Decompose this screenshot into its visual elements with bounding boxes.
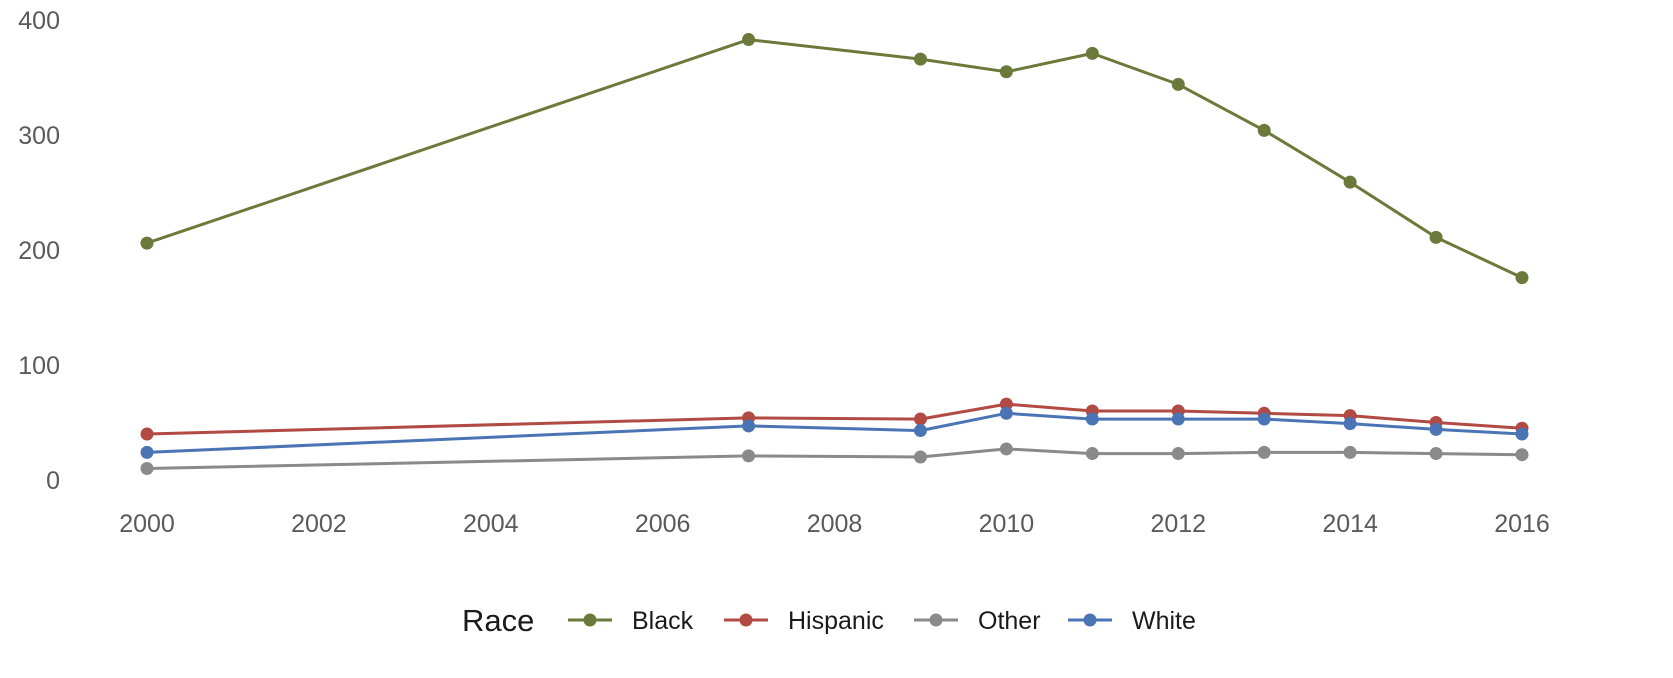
series-line-other [145,447,1524,470]
legend-label: Hispanic [788,607,884,635]
data-point-hispanic [140,427,154,441]
data-point-hispanic [913,412,927,426]
data-point-black [1085,46,1099,60]
data-point-white [1171,412,1185,426]
data-point-other [913,450,927,464]
y-axis-tick-labels: 0 100 200 300 400 [18,7,60,495]
legend-key-point [1083,613,1097,627]
series-layer [140,33,1529,475]
data-point-white [742,419,756,433]
data-point-other [1257,445,1271,459]
data-point-white [999,406,1013,420]
legend-item-white: White [1068,607,1196,635]
x-tick-label: 2004 [463,510,519,538]
data-point-black [1343,175,1357,189]
legend-label: White [1132,607,1196,635]
data-point-black [1171,77,1185,91]
data-point-white [1085,412,1099,426]
data-point-white [1429,422,1443,436]
data-point-other [1085,447,1099,461]
legend-item-black: Black [568,607,694,635]
legend: Race Black Hispanic Other White [462,603,1196,638]
series-line-black [145,38,1524,280]
data-point-hispanic [999,397,1013,411]
data-point-white [1515,427,1529,441]
series-line-hispanic [145,402,1524,436]
x-tick-label: 2008 [807,510,863,538]
legend-label: Other [978,607,1041,635]
data-point-other [1171,447,1185,461]
data-point-other [1429,447,1443,461]
x-tick-label: 2016 [1494,510,1550,538]
legend-label: Black [632,607,694,635]
y-tick-label: 0 [46,467,60,495]
data-point-white [140,445,154,459]
legend-key-point [929,613,943,627]
data-point-black [999,65,1013,79]
legend-item-hispanic: Hispanic [724,607,884,635]
x-tick-label: 2010 [979,510,1035,538]
x-tick-label: 2012 [1150,510,1206,538]
data-point-other [1515,448,1529,462]
series-line-white [145,411,1524,454]
x-tick-label: 2014 [1322,510,1378,538]
x-tick-label: 2000 [119,510,175,538]
y-tick-label: 100 [18,352,60,380]
data-point-other [999,442,1013,456]
series-hispanic [140,397,1529,441]
data-point-white [913,424,927,438]
data-point-black [1515,271,1529,285]
data-point-white [1257,412,1271,426]
data-point-white [1343,417,1357,431]
data-point-black [1429,230,1443,244]
series-other [140,442,1529,475]
y-tick-label: 300 [18,122,60,150]
x-tick-label: 2002 [291,510,347,538]
x-tick-label: 2006 [635,510,691,538]
data-point-black [140,236,154,250]
y-tick-label: 400 [18,7,60,35]
legend-item-other: Other [914,607,1041,635]
series-black [140,33,1529,285]
legend-items: Black Hispanic Other White [568,607,1196,635]
data-point-black [913,52,927,66]
legend-key-point [583,613,597,627]
data-point-other [742,449,756,463]
data-point-black [742,33,756,47]
x-axis-tick-labels: 2000 2002 2004 2006 2008 2010 2012 2014 2016 [119,510,1550,538]
y-tick-label: 200 [18,237,60,265]
legend-title: Race [462,603,534,638]
data-point-other [1343,445,1357,459]
legend-key-point [739,613,753,627]
series-white [140,406,1529,459]
data-point-other [140,462,154,475]
data-point-black [1257,123,1271,137]
